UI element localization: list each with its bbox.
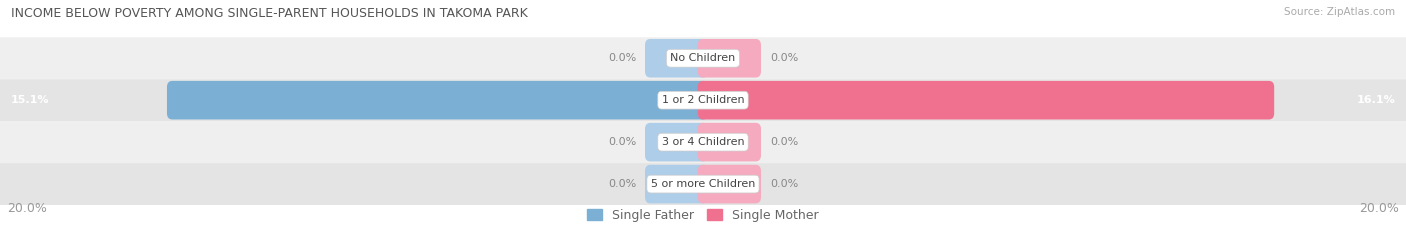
FancyBboxPatch shape [0,163,1406,205]
Text: 0.0%: 0.0% [607,137,637,147]
Text: 20.0%: 20.0% [1360,202,1399,215]
Text: 1 or 2 Children: 1 or 2 Children [662,95,744,105]
FancyBboxPatch shape [697,39,761,78]
FancyBboxPatch shape [0,121,1406,163]
Text: 0.0%: 0.0% [770,179,799,189]
FancyBboxPatch shape [0,79,1406,121]
Text: 3 or 4 Children: 3 or 4 Children [662,137,744,147]
FancyBboxPatch shape [697,123,761,161]
FancyBboxPatch shape [645,123,709,161]
Text: 16.1%: 16.1% [1357,95,1395,105]
Legend: Single Father, Single Mother: Single Father, Single Mother [582,204,824,227]
Text: 15.1%: 15.1% [11,95,49,105]
Text: 0.0%: 0.0% [770,53,799,63]
FancyBboxPatch shape [167,81,709,120]
Text: INCOME BELOW POVERTY AMONG SINGLE-PARENT HOUSEHOLDS IN TAKOMA PARK: INCOME BELOW POVERTY AMONG SINGLE-PARENT… [11,7,529,20]
Text: 0.0%: 0.0% [607,179,637,189]
FancyBboxPatch shape [697,81,1274,120]
FancyBboxPatch shape [697,165,761,203]
Text: 20.0%: 20.0% [7,202,46,215]
FancyBboxPatch shape [0,37,1406,79]
Text: 0.0%: 0.0% [770,137,799,147]
Text: 5 or more Children: 5 or more Children [651,179,755,189]
Text: 0.0%: 0.0% [607,53,637,63]
FancyBboxPatch shape [645,165,709,203]
Text: Source: ZipAtlas.com: Source: ZipAtlas.com [1284,7,1395,17]
Text: No Children: No Children [671,53,735,63]
FancyBboxPatch shape [645,39,709,78]
